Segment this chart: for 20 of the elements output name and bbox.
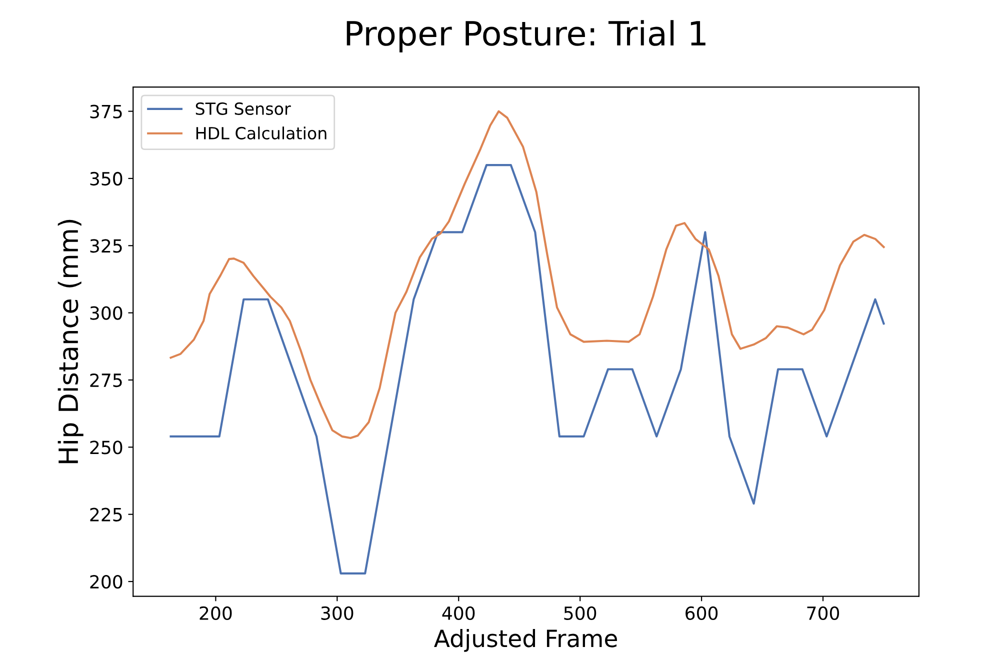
- line-series: [170, 164, 885, 575]
- legend-label: HDL Calculation: [196, 126, 326, 140]
- x-tick-label: 200: [200, 606, 232, 620]
- y-tick-label: 250: [90, 440, 122, 454]
- x-tick-label: 500: [564, 606, 596, 620]
- x-tick-label: 400: [442, 606, 475, 620]
- y-tick-label: 225: [90, 508, 122, 522]
- chart-title: Proper Posture: Trial 1: [346, 20, 706, 52]
- y-tick-label: 275: [90, 373, 122, 388]
- y-axis-title: Hip Distance (mm): [58, 220, 84, 464]
- x-axis-title: Adjusted Frame: [434, 629, 617, 652]
- y-tick-label: 375: [90, 104, 122, 118]
- y-tick-label: 200: [90, 574, 122, 589]
- x-tick-label: 600: [686, 606, 718, 620]
- legend-label: STG Sensor: [196, 102, 291, 115]
- x-tick-label: 300: [321, 606, 354, 620]
- y-tick-label: 300: [90, 306, 122, 320]
- x-tick-label: 700: [807, 606, 840, 620]
- y-tick-label: 350: [90, 172, 122, 186]
- y-tick-label: 325: [90, 239, 122, 253]
